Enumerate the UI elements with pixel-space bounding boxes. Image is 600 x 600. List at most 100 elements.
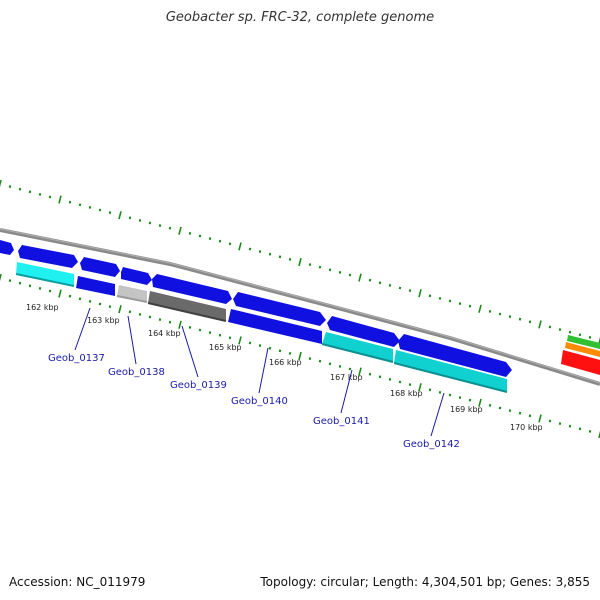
minor-tick bbox=[338, 364, 342, 368]
minor-tick bbox=[368, 372, 372, 376]
minor-tick bbox=[138, 218, 142, 222]
minor-tick bbox=[78, 297, 82, 301]
minor-tick bbox=[108, 211, 112, 215]
gene-arrow[interactable] bbox=[0, 240, 14, 255]
major-tick bbox=[58, 289, 62, 298]
gene-arrow[interactable] bbox=[561, 350, 600, 375]
minor-tick bbox=[528, 414, 532, 418]
minor-tick bbox=[128, 310, 132, 314]
minor-tick bbox=[48, 195, 52, 199]
gene-arrow[interactable] bbox=[398, 334, 512, 377]
minor-tick bbox=[578, 427, 582, 431]
minor-tick bbox=[448, 299, 452, 303]
minor-tick bbox=[408, 289, 412, 293]
minor-tick bbox=[278, 255, 282, 259]
outer-tick-ring bbox=[0, 179, 600, 345]
minor-tick bbox=[28, 190, 32, 194]
minor-tick bbox=[438, 296, 442, 300]
minor-tick bbox=[168, 320, 172, 324]
minor-tick bbox=[188, 231, 192, 235]
minor-tick bbox=[288, 351, 292, 355]
minor-tick bbox=[268, 346, 272, 350]
minor-tick bbox=[88, 299, 92, 303]
gene-arrow[interactable] bbox=[228, 309, 322, 344]
minor-tick bbox=[138, 312, 142, 316]
minor-tick bbox=[308, 357, 312, 361]
minor-tick bbox=[378, 375, 382, 379]
gene-arrow[interactable] bbox=[233, 292, 326, 326]
minor-tick bbox=[328, 268, 332, 272]
leader-line bbox=[430, 392, 445, 437]
major-tick bbox=[118, 305, 122, 314]
leader-line bbox=[181, 325, 199, 378]
minor-tick bbox=[348, 273, 352, 277]
minor-tick bbox=[28, 284, 32, 288]
tick-label: 162 kbp bbox=[26, 303, 59, 312]
genome-summary-text: Topology: circular; Length: 4,304,501 bp… bbox=[260, 575, 590, 589]
gene-label[interactable]: Geob_0137 bbox=[48, 353, 105, 364]
minor-tick bbox=[488, 309, 492, 313]
minor-tick bbox=[378, 281, 382, 285]
minor-tick bbox=[258, 344, 262, 348]
gene-arrow[interactable] bbox=[117, 285, 147, 302]
minor-tick bbox=[398, 380, 402, 384]
gene-arrow[interactable] bbox=[322, 332, 393, 362]
major-tick bbox=[538, 320, 542, 329]
gene-label[interactable]: Geob_0139 bbox=[170, 380, 227, 391]
minor-tick bbox=[308, 263, 312, 267]
leader-line bbox=[127, 315, 137, 365]
minor-tick bbox=[128, 216, 132, 220]
gene-arrow[interactable] bbox=[567, 335, 600, 349]
gene-arrow[interactable] bbox=[80, 257, 120, 277]
minor-tick bbox=[208, 237, 212, 241]
minor-tick bbox=[318, 265, 322, 269]
gene-label[interactable]: Geob_0141 bbox=[313, 416, 370, 427]
minor-tick bbox=[388, 377, 392, 381]
tick-label: 169 kbp bbox=[450, 405, 483, 414]
map-title: Geobacter sp. FRC-32, complete genome bbox=[165, 10, 435, 25]
gene-arrow[interactable] bbox=[16, 262, 74, 286]
major-tick bbox=[58, 195, 62, 204]
minor-tick bbox=[148, 315, 152, 319]
gene-arrow[interactable] bbox=[76, 276, 115, 296]
minor-tick bbox=[458, 302, 462, 306]
gene-arrow[interactable] bbox=[121, 267, 152, 285]
major-tick bbox=[358, 273, 362, 282]
gene-arrow[interactable] bbox=[565, 342, 600, 357]
minor-tick bbox=[498, 406, 502, 410]
tick-label: 166 kbp bbox=[269, 358, 302, 367]
leader-line bbox=[340, 369, 353, 414]
major-tick bbox=[598, 336, 600, 345]
major-tick bbox=[118, 211, 122, 220]
gene-labels: Geob_0137 Geob_0138 Geob_0139 Geob_0140 … bbox=[48, 353, 460, 450]
minor-tick bbox=[188, 325, 192, 329]
minor-tick bbox=[68, 200, 72, 204]
gene-shadow bbox=[147, 302, 227, 322]
minor-tick bbox=[578, 333, 582, 337]
minor-tick bbox=[228, 242, 232, 246]
gene-arrow[interactable] bbox=[148, 291, 226, 321]
gene-arrow[interactable] bbox=[394, 350, 507, 392]
minor-tick bbox=[388, 283, 392, 287]
major-tick bbox=[298, 257, 302, 267]
gene-label[interactable]: Geob_0140 bbox=[231, 396, 288, 407]
minor-tick bbox=[588, 429, 592, 433]
minor-tick bbox=[218, 333, 222, 337]
gene-arrow[interactable] bbox=[152, 274, 232, 304]
minor-tick bbox=[338, 270, 342, 274]
tick-label: 164 kbp bbox=[148, 329, 181, 338]
minor-tick bbox=[548, 325, 552, 329]
gene-label[interactable]: Geob_0142 bbox=[403, 439, 460, 450]
minor-tick bbox=[248, 247, 252, 251]
gene-arrow[interactable] bbox=[18, 245, 78, 268]
gene-arrow[interactable] bbox=[327, 316, 400, 347]
minor-tick bbox=[278, 349, 282, 353]
tick-label: 167 kbp bbox=[330, 373, 363, 382]
minor-tick bbox=[248, 341, 252, 345]
minor-tick bbox=[98, 302, 102, 306]
tick-label: 165 kbp bbox=[209, 343, 242, 352]
major-tick bbox=[0, 273, 2, 282]
gene-label[interactable]: Geob_0138 bbox=[108, 367, 165, 378]
minor-tick bbox=[568, 330, 572, 334]
